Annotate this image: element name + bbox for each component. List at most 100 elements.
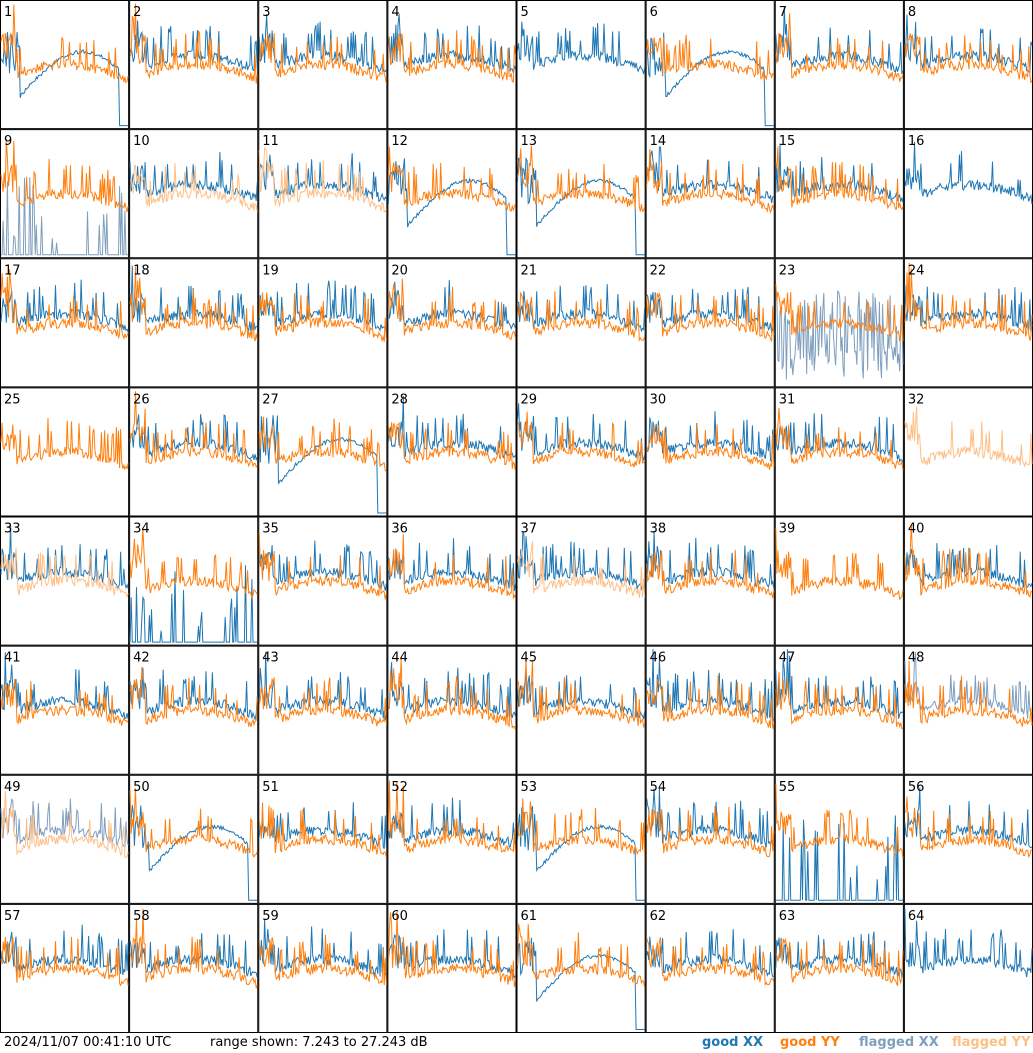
panel-number: 48 [908, 651, 925, 666]
panel-19: 19 [258, 258, 388, 388]
panel-1: 1 [0, 0, 130, 130]
panel-18: 18 [129, 258, 259, 388]
panel-number: 41 [4, 651, 21, 666]
series-yy-good [387, 780, 516, 855]
panel-number: 9 [4, 134, 12, 149]
series-yy-good [258, 416, 387, 472]
panel-9: 9 [0, 129, 130, 259]
panel-34: 34 [129, 516, 259, 646]
panel-48: 48 [903, 645, 1033, 775]
series-xx-good [387, 662, 516, 718]
series-yy-good [129, 528, 258, 600]
series-xx-good [517, 937, 645, 1030]
series-yy-good [258, 292, 387, 343]
panel-56: 56 [903, 774, 1033, 904]
series-yy-good [904, 33, 1033, 84]
panel-number: 31 [779, 392, 796, 407]
panel-number: 33 [4, 522, 21, 537]
series-xx-good [0, 524, 129, 590]
series-xx-good [129, 804, 258, 901]
series-yy-good [0, 4, 129, 84]
panel-number: 17 [4, 263, 21, 278]
panel-32: 32 [903, 387, 1033, 517]
panel-number: 61 [521, 909, 538, 924]
series-xx-good [775, 649, 904, 719]
panel-number: 23 [779, 263, 796, 278]
panel-number: 15 [779, 134, 796, 149]
series-yy-good [258, 677, 387, 727]
series-xx-flagged [1, 177, 129, 256]
series-yy-good [387, 278, 516, 340]
panel-number: 8 [908, 5, 916, 20]
series-yy-good [775, 284, 904, 342]
panel-21: 21 [516, 258, 646, 388]
panel-number: 18 [133, 263, 150, 278]
panel-frame [0, 516, 130, 646]
series-yy-good [775, 937, 904, 986]
series-yy-good [387, 421, 516, 472]
panel-49: 49 [0, 774, 130, 904]
panel-17: 17 [0, 258, 130, 388]
panel-number: 39 [779, 522, 796, 537]
range-text: range shown: 7.243 to 27.243 dB [210, 1035, 428, 1050]
panel-number: 54 [650, 780, 667, 795]
series-yy-good [0, 678, 129, 726]
series-xx-good [258, 540, 387, 591]
panel-number: 62 [650, 909, 667, 924]
series-yy-good [387, 534, 516, 599]
panel-3: 3 [258, 0, 388, 130]
series-xx-good [129, 565, 258, 643]
series-xx-flagged [775, 289, 904, 380]
panel-44: 44 [387, 645, 517, 775]
series-yy-good [387, 911, 516, 988]
series-xx-good [387, 158, 516, 256]
series-yy-good [258, 802, 387, 858]
panel-4: 4 [387, 0, 517, 130]
panel-41: 41 [0, 645, 130, 775]
series-yy-good [387, 146, 516, 212]
panel-30: 30 [645, 387, 775, 517]
series-yy-good [904, 660, 1033, 728]
panel-2: 2 [129, 0, 259, 130]
panel-number: 43 [262, 651, 279, 666]
series-yy-good [775, 783, 904, 859]
series-xx-good [0, 279, 129, 333]
panel-number: 53 [521, 780, 538, 795]
series-yy-good [517, 923, 646, 988]
series-xx-good [904, 908, 1033, 978]
series-yy-good [517, 411, 645, 468]
panel-15: 15 [774, 129, 904, 259]
series-yy-good [129, 391, 258, 469]
legend-good-yy: good YY [780, 1035, 840, 1050]
series-yy-good [387, 656, 516, 730]
panel-31: 31 [774, 387, 904, 517]
series-yy-good [0, 268, 129, 341]
series-yy-good [646, 675, 775, 729]
panel-frame [645, 129, 775, 259]
panel-26: 26 [129, 387, 259, 517]
panel-6: 6 [645, 0, 775, 130]
series-yy-good [387, 30, 516, 83]
panel-number: 57 [4, 909, 21, 924]
panel-number: 40 [908, 522, 925, 537]
timestamp: 2024/11/07 00:41:10 UTC [4, 1035, 172, 1050]
series-yy-good [129, 667, 258, 728]
panel-29: 29 [516, 387, 646, 517]
series-yy-good [0, 936, 129, 987]
series-yy-good [129, 266, 258, 342]
legend-good-xx: good XX [702, 1035, 764, 1050]
series-yy-good [775, 672, 904, 730]
panel-number: 26 [133, 392, 150, 407]
panel-number: 47 [779, 651, 796, 666]
series-yy-good [646, 34, 775, 81]
series-yy-flagged [130, 162, 258, 213]
series-yy-flagged [0, 547, 129, 599]
series-yy-good [646, 805, 775, 858]
panel-57: 57 [0, 903, 130, 1033]
panel-frame [903, 387, 1033, 517]
panel-number: 5 [521, 5, 529, 20]
series-yy-good [517, 291, 646, 342]
series-xx-good [517, 403, 646, 462]
series-yy-good [646, 292, 775, 342]
panel-59: 59 [258, 903, 388, 1033]
